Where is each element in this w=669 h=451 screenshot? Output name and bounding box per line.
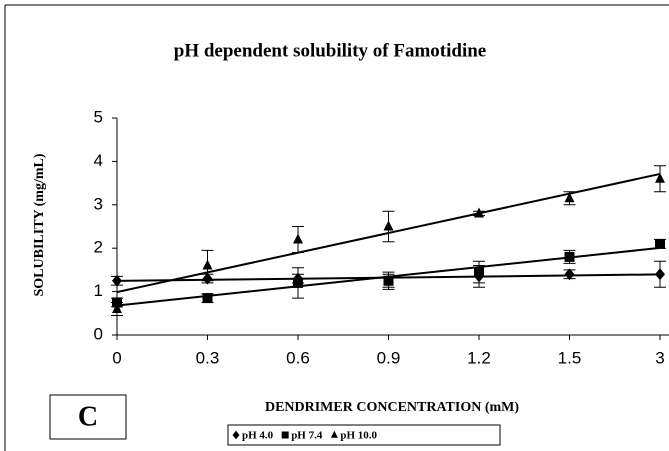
marker xyxy=(564,251,575,262)
x-tick-label: 3 xyxy=(655,348,664,367)
legend-label: pH 4.0 xyxy=(242,430,274,442)
y-tick-label: 1 xyxy=(94,281,103,300)
marker xyxy=(202,293,213,304)
y-tick-label: 2 xyxy=(94,238,103,257)
y-tick-label: 0 xyxy=(94,324,103,343)
marker xyxy=(655,172,665,183)
legend-marker xyxy=(281,431,289,439)
marker xyxy=(293,277,303,288)
legend-marker xyxy=(232,430,240,440)
legend-label: pH 10.0 xyxy=(340,430,377,442)
marker xyxy=(474,207,484,218)
marker xyxy=(564,268,575,281)
x-tick-label: 0 xyxy=(112,348,121,367)
legend-box xyxy=(227,424,501,446)
marker xyxy=(202,259,213,270)
y-tick-label: 3 xyxy=(94,194,103,213)
panel-box xyxy=(49,394,127,440)
legend-label: pH 7.4 xyxy=(291,430,323,442)
marker xyxy=(112,274,122,287)
x-axis-label: DENDRIMER CONCENTRATION (mM) xyxy=(265,400,519,415)
marker xyxy=(564,192,575,203)
marker xyxy=(383,275,394,286)
marker xyxy=(474,267,484,278)
marker xyxy=(383,220,394,231)
x-tick-label: 1.2 xyxy=(467,348,491,367)
chart-title: pH dependent solubility of Famotidine xyxy=(174,40,487,61)
panel-label: C xyxy=(78,401,98,432)
y-tick-label: 5 xyxy=(94,107,103,126)
x-tick-label: 0.3 xyxy=(196,348,220,367)
y-axis-label: SOLUBILITY (mg/mL) xyxy=(32,153,47,296)
x-tick-label: 1.5 xyxy=(558,348,582,367)
marker xyxy=(655,268,665,281)
x-tick-label: 0.6 xyxy=(286,348,310,367)
y-tick-label: 4 xyxy=(94,151,103,170)
marker xyxy=(112,302,122,313)
marker xyxy=(655,238,665,249)
legend-marker xyxy=(330,430,338,438)
marker xyxy=(293,233,303,244)
x-tick-label: 0.9 xyxy=(377,348,401,367)
